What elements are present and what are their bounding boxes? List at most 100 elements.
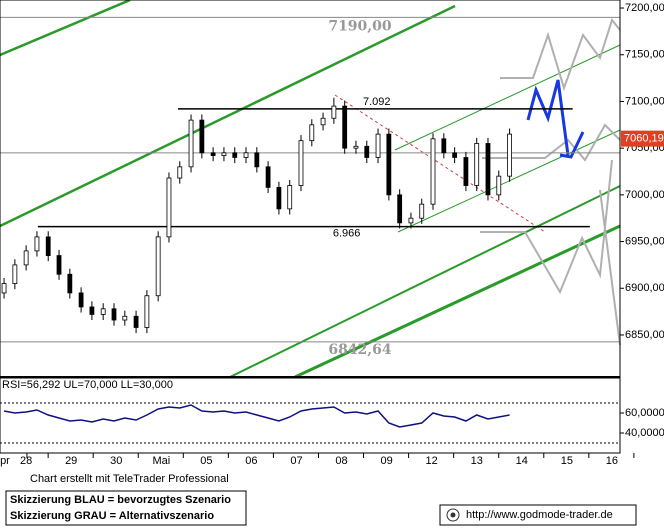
url-box <box>439 504 637 526</box>
x-tick-label: 28 <box>20 455 32 467</box>
gray-scenario <box>480 159 613 295</box>
logo-dot <box>450 512 456 518</box>
x-tick-label: 12 <box>426 455 438 467</box>
rsi-frame <box>0 377 621 454</box>
x-tick-label: 09 <box>380 455 392 467</box>
candle-body <box>441 138 447 154</box>
candle-body <box>100 308 106 315</box>
price-panel: 7190,00 6842,64 7.092 6.966 <box>0 16 620 358</box>
candle-body <box>122 315 128 321</box>
candle-body <box>397 194 403 224</box>
candle-body <box>166 177 172 238</box>
x-tick-label: Mai <box>152 455 170 467</box>
candle-body <box>375 133 381 158</box>
candle-body <box>177 166 183 179</box>
trend-line <box>294 224 621 379</box>
blue-arrow <box>559 131 585 159</box>
legend-box <box>5 490 247 526</box>
candle-body <box>430 138 436 205</box>
y-tick-label: 6900,00 <box>625 282 664 294</box>
candle-body <box>496 175 502 196</box>
x-tick-label: 13 <box>471 455 483 467</box>
candle-body <box>56 255 62 275</box>
candle-body <box>78 292 84 308</box>
candle-body <box>408 217 414 224</box>
candle-body <box>298 140 304 186</box>
channel-line <box>397 129 621 233</box>
legend-gray: Skizzierung GRAU = Alternativszenario <box>10 510 214 522</box>
last-price-tag <box>621 130 664 147</box>
annotations <box>0 0 621 379</box>
blue-scenario <box>526 79 570 156</box>
level-label: 7.092 <box>363 96 391 108</box>
candle-body <box>155 236 161 297</box>
rsi-tick-label: 40,0000 <box>625 427 664 439</box>
candle-body <box>89 306 95 315</box>
candle-body <box>243 152 249 158</box>
candle-body <box>12 264 18 284</box>
candle-body <box>1 283 7 294</box>
candle-body <box>364 145 370 158</box>
candle-body <box>67 273 73 294</box>
candle-body <box>309 124 315 142</box>
x-tick-label: 08 <box>335 455 347 467</box>
x-tick-label: pr <box>0 455 10 467</box>
candle-body <box>232 152 238 158</box>
candle-body <box>210 152 216 157</box>
x-tick-label: 30 <box>110 455 122 467</box>
candle-body <box>199 119 205 154</box>
candle-body <box>254 152 260 168</box>
candle-body <box>23 250 29 266</box>
x-tick-label: 16 <box>606 455 618 467</box>
level-label: 6842,64 <box>328 342 392 358</box>
y-tick-label: 6850,00 <box>625 329 664 341</box>
candle-body <box>386 133 392 196</box>
credit: Chart erstellt mit TeleTrader Profession… <box>30 473 229 485</box>
channel-line <box>394 44 621 151</box>
candle-body <box>221 152 227 157</box>
x-tick-label: 06 <box>245 455 257 467</box>
x-tick-label: 14 <box>516 455 528 467</box>
x-tick-label: 07 <box>290 455 302 467</box>
candle-body <box>144 295 150 328</box>
candle-body <box>320 117 326 126</box>
candle-body <box>34 236 40 252</box>
last-price-label: 7060,19 <box>624 133 664 145</box>
level-label: 6.966 <box>333 228 361 240</box>
y-tick-label: 7150,00 <box>625 49 664 61</box>
candle-body <box>265 166 271 188</box>
trend-line <box>0 4 456 228</box>
candle-body <box>463 157 469 186</box>
gray-scenario <box>482 123 621 162</box>
rsi-tick-label: 60,0000 <box>625 407 664 419</box>
candle-body <box>331 105 337 119</box>
candle-body <box>507 133 513 177</box>
trend-line <box>0 0 131 57</box>
candle-body <box>188 119 194 168</box>
x-tick-label: 05 <box>200 455 212 467</box>
y-tick-label: 7100,00 <box>625 95 664 107</box>
y-tick-label: 7200,00 <box>625 2 664 14</box>
candle-body <box>419 203 425 219</box>
level-label: 7190,00 <box>328 18 392 34</box>
candle-body <box>353 145 359 149</box>
candle-body <box>133 315 139 328</box>
candle-body <box>111 308 117 321</box>
x-tick-label: 29 <box>65 455 77 467</box>
rsi-line <box>3 404 510 428</box>
trend-line <box>229 185 621 378</box>
legend-blue: Skizzierung BLAU = bevorzugtes Szenario <box>10 494 231 506</box>
x-tick-label: 15 <box>561 455 573 467</box>
candle-body <box>452 152 458 158</box>
candle-body <box>474 143 480 186</box>
candle-body <box>276 186 282 210</box>
y-tick-label: 6950,00 <box>625 235 664 247</box>
candle-body <box>287 185 293 210</box>
gray-scenario <box>500 17 621 92</box>
candle-body <box>485 143 491 196</box>
gray-scenario <box>599 189 621 346</box>
candle-body <box>342 105 348 149</box>
candle-body <box>45 236 51 256</box>
